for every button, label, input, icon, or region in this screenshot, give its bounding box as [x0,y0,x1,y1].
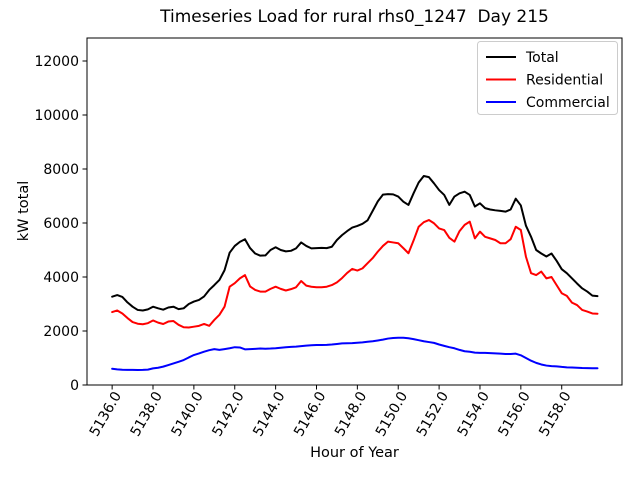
y-tick-label: 2000 [43,324,79,340]
y-tick-label: 0 [70,378,79,394]
x-tick-label: 5148.0 [332,389,370,439]
x-tick-label: 5152.0 [414,389,452,439]
y-tick-label: 8000 [43,162,79,178]
x-axis-label: Hour of Year [310,445,399,461]
x-tick-label: 5156.0 [495,389,533,439]
x-tick-label: 5138.0 [128,389,166,439]
x-tick-label: 5140.0 [168,389,206,439]
chart-title: Timeseries Load for rural rhs0_1247 Day … [160,7,549,27]
axes-frame [86,37,623,386]
series-residential-line [111,219,599,329]
y-tick-label: 6000 [43,216,79,232]
chart-series [111,175,599,372]
y-tick-label: 12000 [34,54,79,70]
x-tick-label: 5142.0 [209,389,247,439]
x-tick-label: 5154.0 [455,389,493,439]
series-commercial-line [111,336,599,372]
x-tick-label: 5144.0 [250,389,288,439]
y-tick-label: 10000 [34,108,79,124]
legend-label-residential: Residential [526,73,603,89]
legend-label-commercial: Commercial [526,95,610,111]
x-tick-label: 5150.0 [373,389,411,439]
series-total-line [111,175,599,312]
y-tick-label: 4000 [43,270,79,286]
legend-label-total: Total [525,50,559,66]
legend-box [477,41,618,115]
x-tick-label: 5146.0 [291,389,329,439]
x-tick-label: 5136.0 [87,389,125,439]
legend: Total Residential Commercial [477,41,618,115]
x-tick-label: 5158.0 [536,389,574,439]
